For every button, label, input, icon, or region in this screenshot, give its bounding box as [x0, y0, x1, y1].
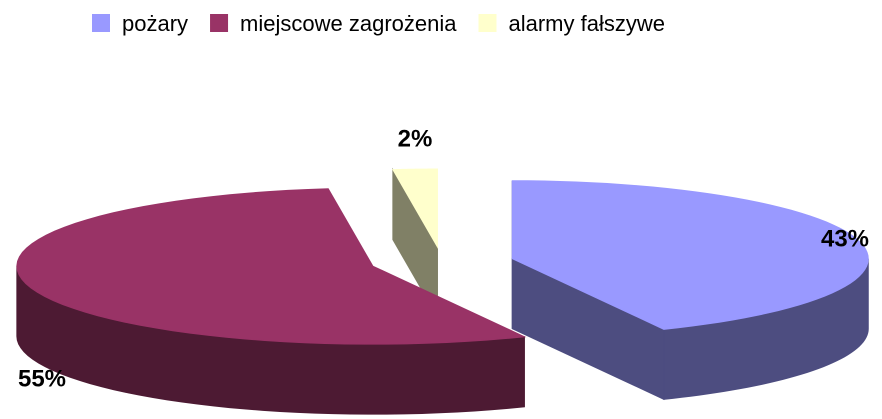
pie-slice [16, 188, 527, 415]
legend-label: miejscowe zagrożenia [240, 11, 457, 36]
pie-slice [511, 180, 869, 401]
pie-slice [392, 167, 438, 319]
slice-top [16, 188, 527, 345]
slice-top [392, 168, 438, 249]
data-label: 43% [821, 225, 869, 252]
legend-swatch [478, 14, 497, 32]
slice-top [511, 180, 869, 330]
legend-swatch [210, 14, 229, 32]
data-label: 55% [18, 365, 66, 392]
legend-label: alarmy fałszywe [508, 11, 664, 36]
data-label: 2% [398, 125, 433, 152]
legend-label: pożary [122, 11, 188, 36]
legend-swatch [92, 14, 110, 32]
